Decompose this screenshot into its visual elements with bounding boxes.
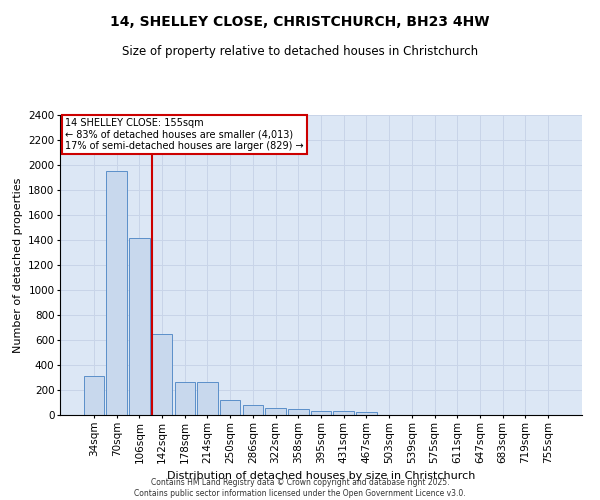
Y-axis label: Number of detached properties: Number of detached properties xyxy=(13,178,23,352)
Text: Contains HM Land Registry data © Crown copyright and database right 2025.
Contai: Contains HM Land Registry data © Crown c… xyxy=(134,478,466,498)
Bar xyxy=(84,376,104,415)
Bar xyxy=(242,405,263,415)
Bar xyxy=(356,412,377,415)
Text: 14 SHELLEY CLOSE: 155sqm
← 83% of detached houses are smaller (4,013)
17% of sem: 14 SHELLEY CLOSE: 155sqm ← 83% of detach… xyxy=(65,118,304,151)
Bar xyxy=(334,411,354,415)
Bar xyxy=(265,408,286,415)
Text: Size of property relative to detached houses in Christchurch: Size of property relative to detached ho… xyxy=(122,45,478,58)
Bar xyxy=(106,171,127,415)
Bar xyxy=(288,409,308,415)
Bar xyxy=(129,238,149,415)
Bar xyxy=(152,334,172,415)
X-axis label: Distribution of detached houses by size in Christchurch: Distribution of detached houses by size … xyxy=(167,471,475,481)
Text: 14, SHELLEY CLOSE, CHRISTCHURCH, BH23 4HW: 14, SHELLEY CLOSE, CHRISTCHURCH, BH23 4H… xyxy=(110,15,490,29)
Bar xyxy=(311,410,331,415)
Bar xyxy=(220,400,241,415)
Bar xyxy=(175,382,195,415)
Bar xyxy=(197,382,218,415)
